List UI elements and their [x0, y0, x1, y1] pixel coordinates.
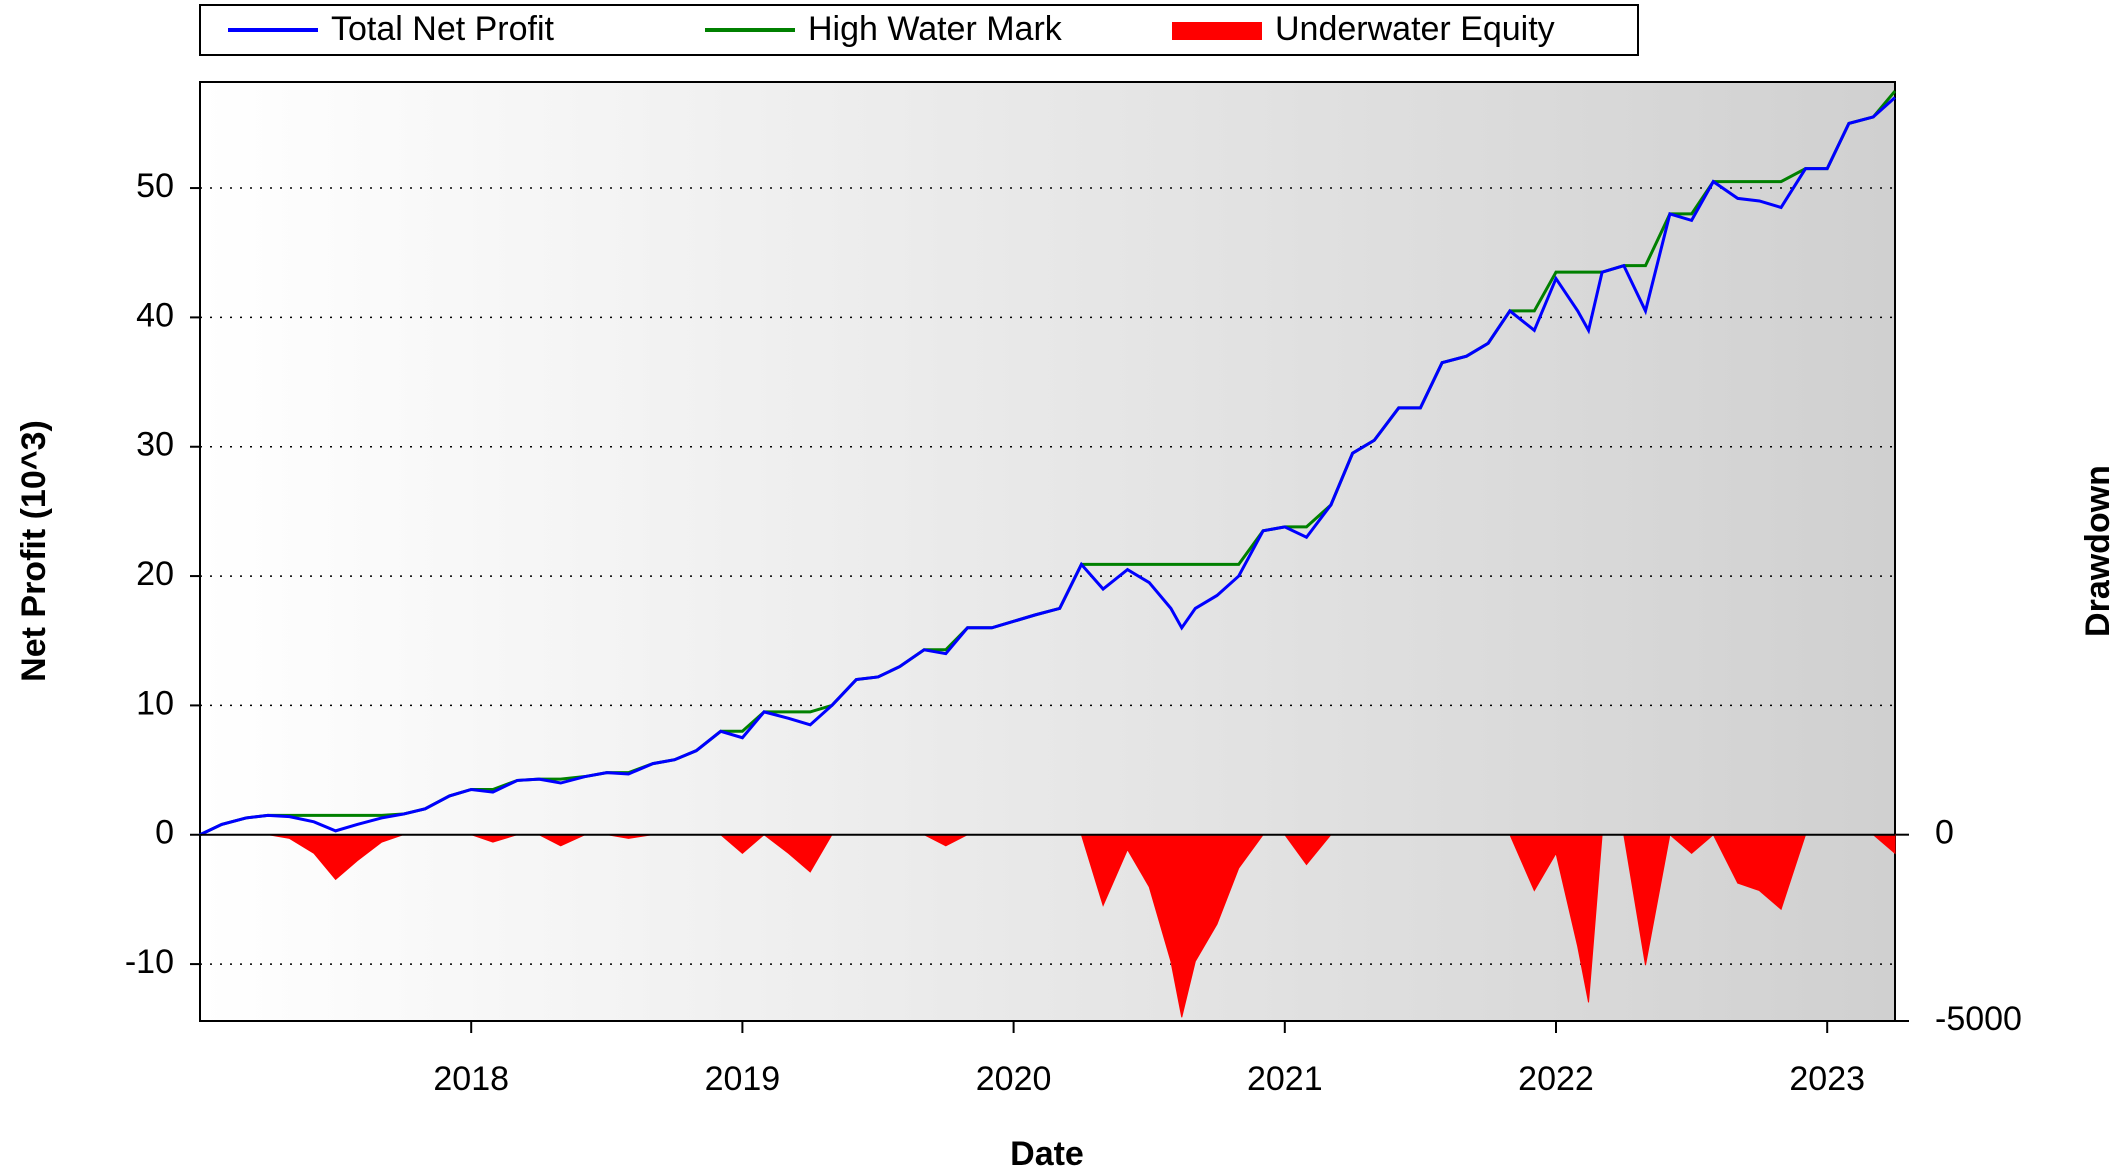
- y-axis-title: Net Profit (10^3): [15, 420, 53, 682]
- legend-label: Underwater Equity: [1275, 10, 1555, 48]
- legend-box: [199, 4, 1639, 56]
- legend-label: High Water Mark: [808, 10, 1063, 48]
- y-tick-label: 50: [136, 167, 174, 205]
- y2-tick-label: -5000: [1935, 1000, 2022, 1038]
- legend-swatch: [1172, 22, 1262, 40]
- legend-label: Total Net Profit: [331, 10, 555, 48]
- x-tick-label: 2023: [1789, 1060, 1865, 1098]
- x-tick-label: 2018: [433, 1060, 509, 1098]
- x-tick-label: 2020: [976, 1060, 1052, 1098]
- y-tick-label: 20: [136, 555, 174, 593]
- y-tick-label: 40: [136, 296, 174, 334]
- x-axis-title: Date: [1010, 1135, 1084, 1169]
- series-line: [199, 96, 1896, 837]
- series-area: [200, 833, 1896, 1018]
- x-tick-label: 2022: [1518, 1060, 1594, 1098]
- y-tick-label: 30: [136, 426, 174, 464]
- y-tick-label: 0: [155, 814, 174, 852]
- y2-axis-title: Drawdown: [2079, 465, 2117, 637]
- y2-tick-label: 0: [1935, 814, 1954, 852]
- y-tick-label: 10: [136, 684, 174, 722]
- plot-area: [199, 81, 1896, 1022]
- x-tick-label: 2021: [1247, 1060, 1323, 1098]
- y-tick-label: -10: [125, 943, 174, 981]
- x-tick-label: 2019: [705, 1060, 781, 1098]
